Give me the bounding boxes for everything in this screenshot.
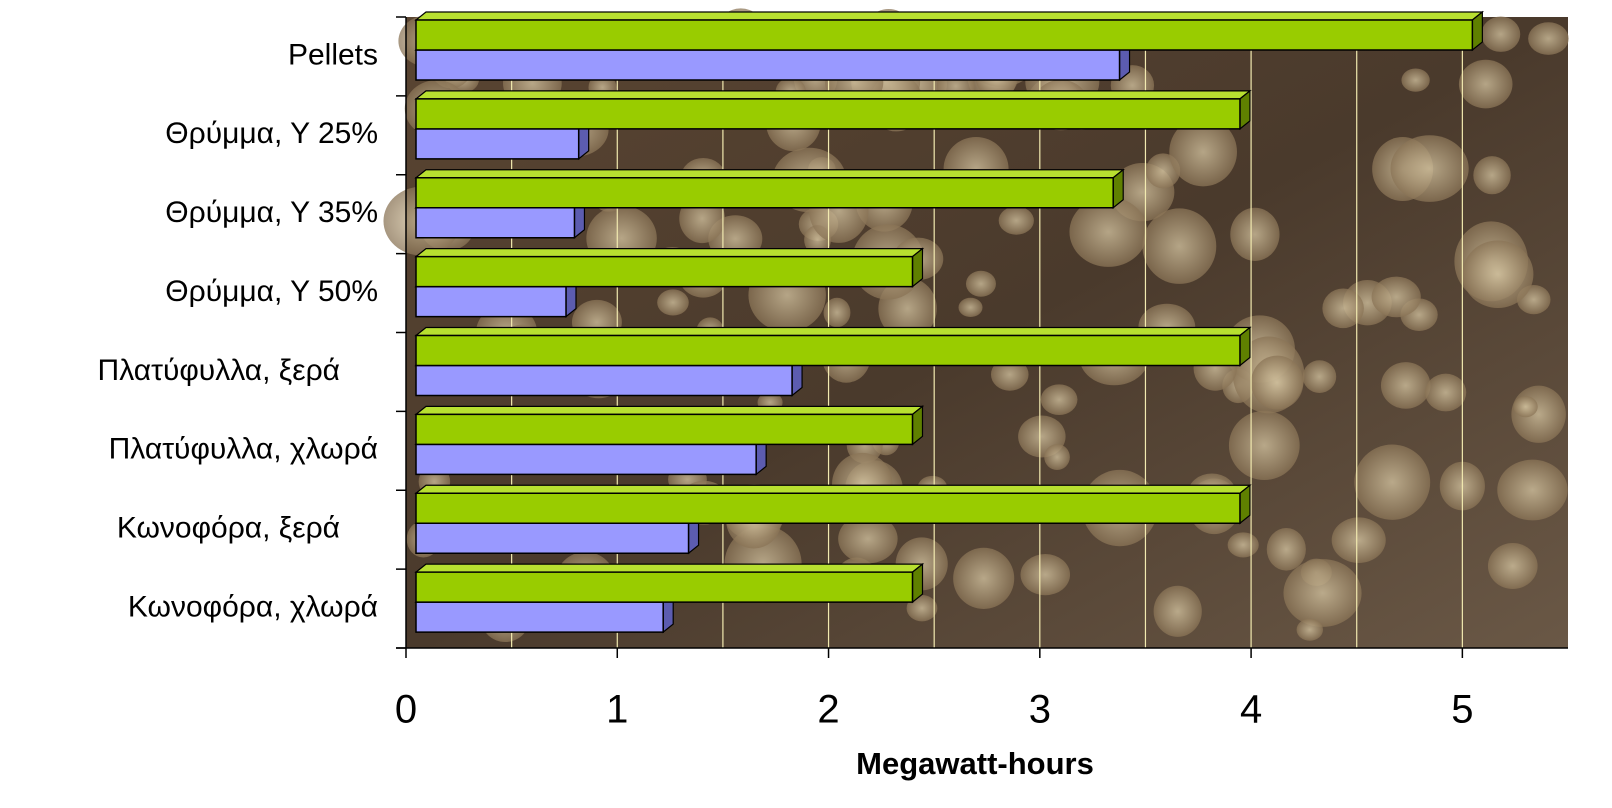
log-end: [657, 289, 689, 315]
bar: [416, 170, 1123, 208]
log-end: [1481, 17, 1520, 52]
log-end: [1528, 22, 1568, 55]
log-end: [1267, 528, 1306, 571]
log-end: [1488, 543, 1538, 589]
bar: [416, 249, 922, 287]
log-end: [1230, 208, 1279, 261]
bar: [416, 485, 1250, 523]
log-end: [966, 271, 996, 297]
bar: [416, 328, 1250, 366]
bar-front: [416, 572, 912, 602]
log-end: [1372, 277, 1421, 318]
bar-top: [416, 485, 1250, 493]
bar-front: [416, 414, 912, 444]
log-end: [1142, 208, 1216, 284]
log-end: [1297, 619, 1323, 641]
bar: [416, 564, 922, 602]
log-end: [999, 206, 1034, 234]
log-end: [1041, 384, 1078, 415]
x-tick-label: 5: [1451, 688, 1473, 732]
bar-top: [416, 328, 1250, 336]
x-tick-label: 3: [1029, 688, 1051, 732]
bar-front: [416, 178, 1113, 208]
y-tick-label: Κωνοφόρα, χλωρά: [128, 590, 378, 623]
x-axis-title: Megawatt-hours: [856, 746, 1094, 781]
bar-top: [416, 12, 1482, 20]
y-tick-label: Κωνοφόρα, ξερά: [117, 512, 340, 545]
log-end: [1251, 356, 1303, 410]
log-end: [1044, 444, 1070, 470]
log-end: [1154, 586, 1202, 637]
log-end: [1332, 517, 1386, 563]
bar-front: [416, 208, 574, 238]
bar: [416, 406, 922, 444]
log-end: [953, 548, 1014, 609]
x-tick-label: 1: [606, 688, 628, 732]
log-end: [1514, 396, 1538, 417]
bar-front: [416, 602, 663, 632]
bar-top: [416, 564, 922, 572]
y-tick-label: Θρύμμα, Υ 35%: [165, 196, 378, 229]
x-tick-label: 0: [395, 688, 417, 732]
log-end: [1381, 362, 1431, 409]
log-end: [1283, 559, 1361, 627]
log-end: [1354, 445, 1430, 520]
bar: [416, 91, 1250, 129]
log-end: [1322, 289, 1363, 329]
log-end: [1303, 360, 1337, 393]
bar-front: [416, 20, 1472, 50]
bar-top: [416, 249, 922, 257]
log-end: [1462, 240, 1533, 308]
bar-front: [416, 366, 792, 396]
y-tick-label: Θρύμμα, Υ 25%: [165, 117, 378, 150]
bar-front: [416, 50, 1120, 80]
log-end: [1473, 156, 1510, 194]
y-tick-label: Πλατύφυλλα, χλωρά: [109, 433, 378, 466]
bar-top: [416, 91, 1250, 99]
log-end: [1425, 374, 1466, 412]
log-end: [959, 298, 983, 317]
bar-top: [416, 406, 922, 414]
log-end: [1390, 135, 1468, 202]
log-end: [1401, 69, 1429, 92]
bar-top: [416, 170, 1123, 178]
log-end: [1497, 460, 1567, 521]
log-end: [1459, 60, 1513, 109]
chart: Megawatt-hours 0 1 2 3 4 5 Pellets Θρύμμα, Υ 25…: [0, 0, 1612, 808]
x-tick-label: 4: [1240, 688, 1262, 732]
bar-front: [416, 129, 579, 159]
bar-front: [416, 99, 1240, 129]
y-tick-label: Pellets: [288, 38, 378, 71]
bar-front: [416, 287, 566, 317]
y-tick-label: Πλατύφυλλα, ξερά: [98, 354, 340, 387]
bar-front: [416, 257, 912, 287]
bar-front: [416, 493, 1240, 523]
y-tick-label: Θρύμμα, Υ 50%: [165, 275, 378, 308]
bar-front: [416, 444, 756, 474]
x-tick-label: 2: [817, 688, 839, 732]
log-end: [1021, 554, 1071, 595]
log-end: [1228, 532, 1259, 557]
bar-front: [416, 523, 689, 553]
bar: [416, 12, 1482, 50]
bar-front: [416, 336, 1240, 366]
log-end: [1229, 411, 1300, 480]
log-end: [824, 298, 851, 328]
